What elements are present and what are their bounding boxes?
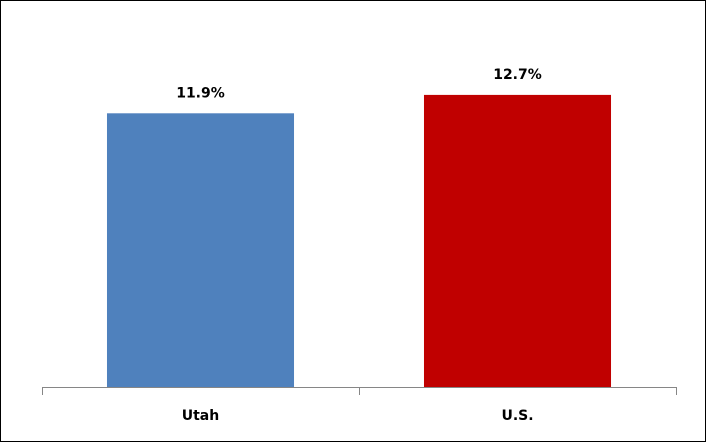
bar [106, 113, 295, 388]
plot-area: 11.9% Utah 12.7% U.S. [42, 67, 677, 424]
x-tick-label: Utah [182, 408, 219, 424]
value-label: 11.9% [176, 85, 225, 101]
value-label: 12.7% [493, 67, 542, 83]
bar [423, 94, 612, 388]
x-tick-label: U.S. [501, 408, 533, 424]
